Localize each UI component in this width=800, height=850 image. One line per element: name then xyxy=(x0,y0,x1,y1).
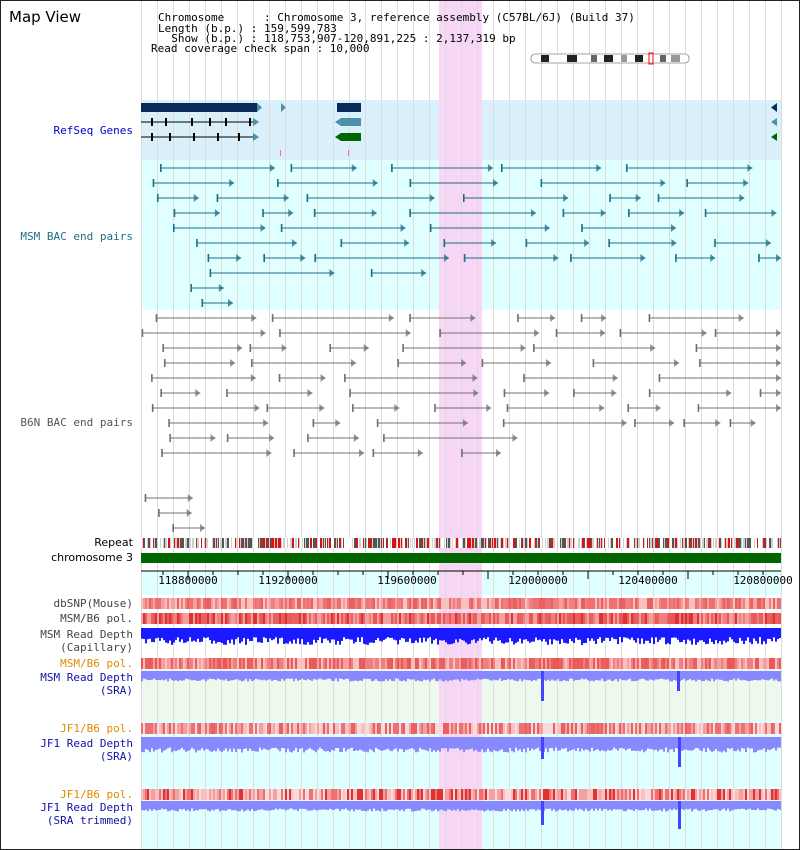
axis-tick-label: 118800000 xyxy=(158,574,218,587)
refseq-track-label[interactable]: RefSeq Genes xyxy=(53,124,133,137)
b6n-bac-end-pairs xyxy=(141,314,781,532)
jf1-depth-trim-track xyxy=(141,801,781,829)
jf1-depth-sra-label[interactable]: JF1 Read Depth xyxy=(40,737,133,750)
msm-depth-sra-sub: (SRA) xyxy=(99,684,133,697)
chromosome-bar xyxy=(141,553,781,563)
repeat-track xyxy=(141,538,781,548)
info-length: Length (b.p.) : 159,599,783 xyxy=(158,22,337,35)
gene-block xyxy=(341,118,361,126)
info-show-range: Show (b.p.) : 118,753,907-120,891,225 : … xyxy=(158,32,516,45)
chromosome-ideogram xyxy=(530,53,690,64)
ideogram-position-marker xyxy=(648,52,654,65)
gene-block xyxy=(141,103,257,112)
position-axis: 118800000 119200000 119600000 120000000 1204… xyxy=(141,570,793,587)
jf1-depth-sra-track xyxy=(141,737,781,767)
repeat-track-label: Repeat xyxy=(94,536,133,549)
axis-tick-label: 120000000 xyxy=(508,574,568,587)
dbsnp-track-label[interactable]: dbSNP(Mouse) xyxy=(53,597,133,610)
jf1-depth-trim-label[interactable]: JF1 Read Depth xyxy=(40,801,133,814)
jf1-depth-sra-sub: (SRA) xyxy=(99,750,133,763)
b6n-bac-track-label[interactable]: B6N BAC end pairs xyxy=(20,416,133,429)
gene-block xyxy=(337,103,361,112)
jf1-depth-trim-sub: (SRA trimmed) xyxy=(46,814,133,827)
chromosome-track-label: chromosome 3 xyxy=(51,551,133,564)
axis-tick-label: 120800000 xyxy=(733,574,793,587)
msm-depth-sra-track xyxy=(141,671,781,701)
msm-depth-capillary-track xyxy=(141,628,781,645)
msm-bac-track-label[interactable]: MSM BAC end pairs xyxy=(20,230,133,243)
msm-bac-end-pairs xyxy=(152,164,781,307)
info-chromosome: Chromosome : Chromosome 3, reference ass… xyxy=(158,11,635,24)
refseq-genes xyxy=(141,103,777,156)
grid-lines xyxy=(141,1,782,849)
axis-tick-label: 119600000 xyxy=(377,574,437,587)
jf1-b6-pol2-track xyxy=(141,789,781,800)
jf1-b6-pol-track xyxy=(141,723,781,734)
msm-depth-sra-label[interactable]: MSM Read Depth xyxy=(40,671,133,684)
msm-b6-pol-track xyxy=(141,613,781,624)
info-coverage-span: Read coverage check span : 10,000 xyxy=(151,42,370,55)
jf1-b6-pol2-track-label[interactable]: JF1/B6 pol. xyxy=(60,788,133,801)
msm-b6-pol2-track-label[interactable]: MSM/B6 pol. xyxy=(60,657,133,670)
dbsnp-track xyxy=(141,598,781,609)
msm-depth-capillary-label[interactable]: MSM Read Depth xyxy=(40,628,133,641)
jf1-b6-pol-track-label[interactable]: JF1/B6 pol. xyxy=(60,722,133,735)
msm-b6-pol2-track xyxy=(141,658,781,669)
axis-tick-label: 119200000 xyxy=(258,574,318,587)
msm-b6-pol-track-label[interactable]: MSM/B6 pol. xyxy=(60,612,133,625)
selection-highlight xyxy=(439,1,482,849)
page-title: Map View xyxy=(9,8,82,26)
gene-block xyxy=(341,133,361,141)
msm-depth-capillary-sub: (Capillary) xyxy=(60,641,133,654)
axis-tick-label: 120400000 xyxy=(618,574,678,587)
